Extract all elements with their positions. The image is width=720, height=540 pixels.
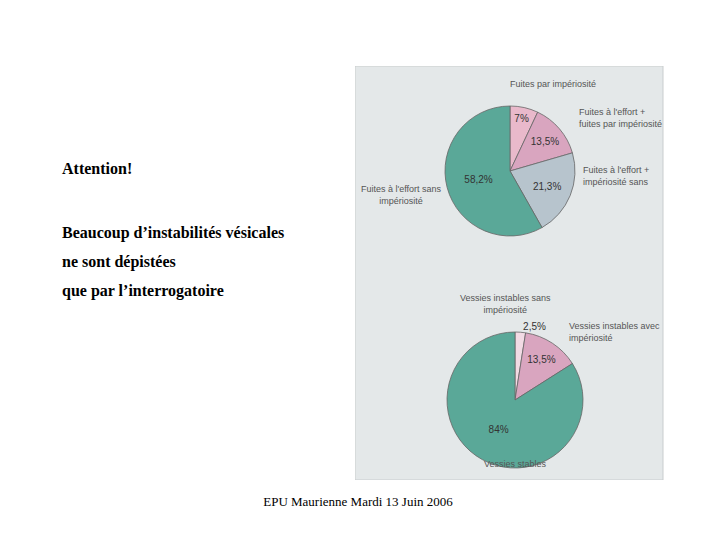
- svg-text:21,3%: 21,3%: [533, 181, 561, 192]
- svg-text:Vessies instables avecimpérios: Vessies instables avecimpériosité: [569, 321, 660, 343]
- html-text:Beaucoup d’instabilités vésica: Beaucoup d’instabilités vésicales: [62, 224, 285, 241]
- svg-text:Fuites par impériosité: Fuites par impériosité: [510, 79, 596, 89]
- html-text:Attention!: Attention!: [62, 160, 133, 177]
- svg-text:2,5%: 2,5%: [523, 321, 546, 332]
- svg-text:58,2%: 58,2%: [464, 174, 492, 185]
- svg-text:13,5%: 13,5%: [531, 136, 559, 147]
- svg-text:Vessies instables sansimpérios: Vessies instables sansimpériosité: [460, 293, 551, 315]
- svg-text:7%: 7%: [514, 113, 529, 124]
- svg-text:Fuites à l'effort +impériosité: Fuites à l'effort +impériosité sans: [583, 165, 649, 187]
- svg-text:13,5%: 13,5%: [527, 354, 555, 365]
- svg-text:Fuites à l'effort sansimpérios: Fuites à l'effort sansimpériosité: [361, 184, 442, 206]
- svg-text:84%: 84%: [489, 424, 509, 435]
- svg-text:Vessies stables: Vessies stables: [484, 459, 547, 469]
- html-text:que par l’interrogatoire: que par l’interrogatoire: [62, 282, 224, 299]
- html-text:ne sont dépistées: ne sont dépistées: [62, 253, 176, 270]
- html-text:EPU Maurienne Mardi 13 Juin 20: EPU Maurienne Mardi 13 Juin 2006: [263, 494, 453, 509]
- svg-text:Fuites à l'effort +fuites par: Fuites à l'effort +fuites par impériosit…: [579, 107, 662, 129]
